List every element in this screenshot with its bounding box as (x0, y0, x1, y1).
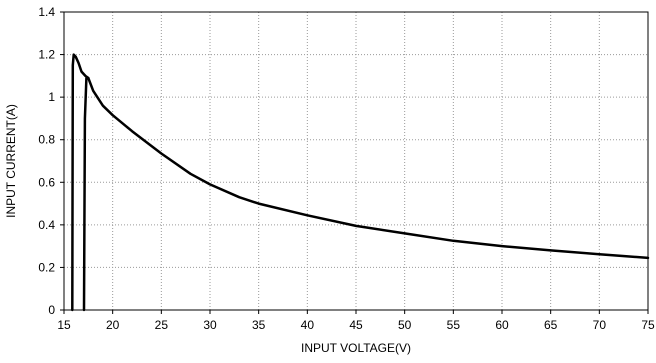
x-axis-title: INPUT VOLTAGE(V) (301, 341, 411, 355)
y-tick-label: 1.4 (38, 5, 55, 19)
x-tick-label: 30 (203, 318, 217, 332)
y-tick-label: 1.2 (38, 48, 55, 62)
y-axis-title: INPUT CURRENT(A) (4, 104, 18, 218)
y-tick-label: 0.2 (38, 260, 55, 274)
x-tick-label: 45 (349, 318, 363, 332)
y-tick-label: 0.8 (38, 133, 55, 147)
y-tick-label: 0 (48, 303, 55, 317)
axes (60, 11, 649, 314)
series-layer (71, 53, 650, 312)
x-tick-label: 65 (544, 318, 558, 332)
x-tick-label: 55 (447, 318, 461, 332)
x-tick-label: 35 (252, 318, 266, 332)
x-tick-label: 75 (641, 318, 655, 332)
y-tick-label: 0.4 (38, 218, 55, 232)
x-tick-label: 25 (155, 318, 169, 332)
x-tick-label: 70 (593, 318, 607, 332)
x-tick-label: 40 (301, 318, 315, 332)
x-tick-label: 15 (57, 318, 71, 332)
y-tick-label: 0.6 (38, 175, 55, 189)
plot-frame (63, 11, 649, 311)
x-tick-label: 60 (495, 318, 509, 332)
x-tick-label: 50 (398, 318, 412, 332)
x-tick-label: 20 (106, 318, 120, 332)
grid (64, 12, 648, 310)
series-line-2 (82, 76, 90, 312)
series-line-1 (71, 53, 650, 312)
tick-labels: 15 20 25 30 35 40 45 50 55 60 65 70 75 0 0.2 0.4 0.6 0.8 1… (38, 5, 655, 332)
y-tick-label: 1 (48, 90, 55, 104)
